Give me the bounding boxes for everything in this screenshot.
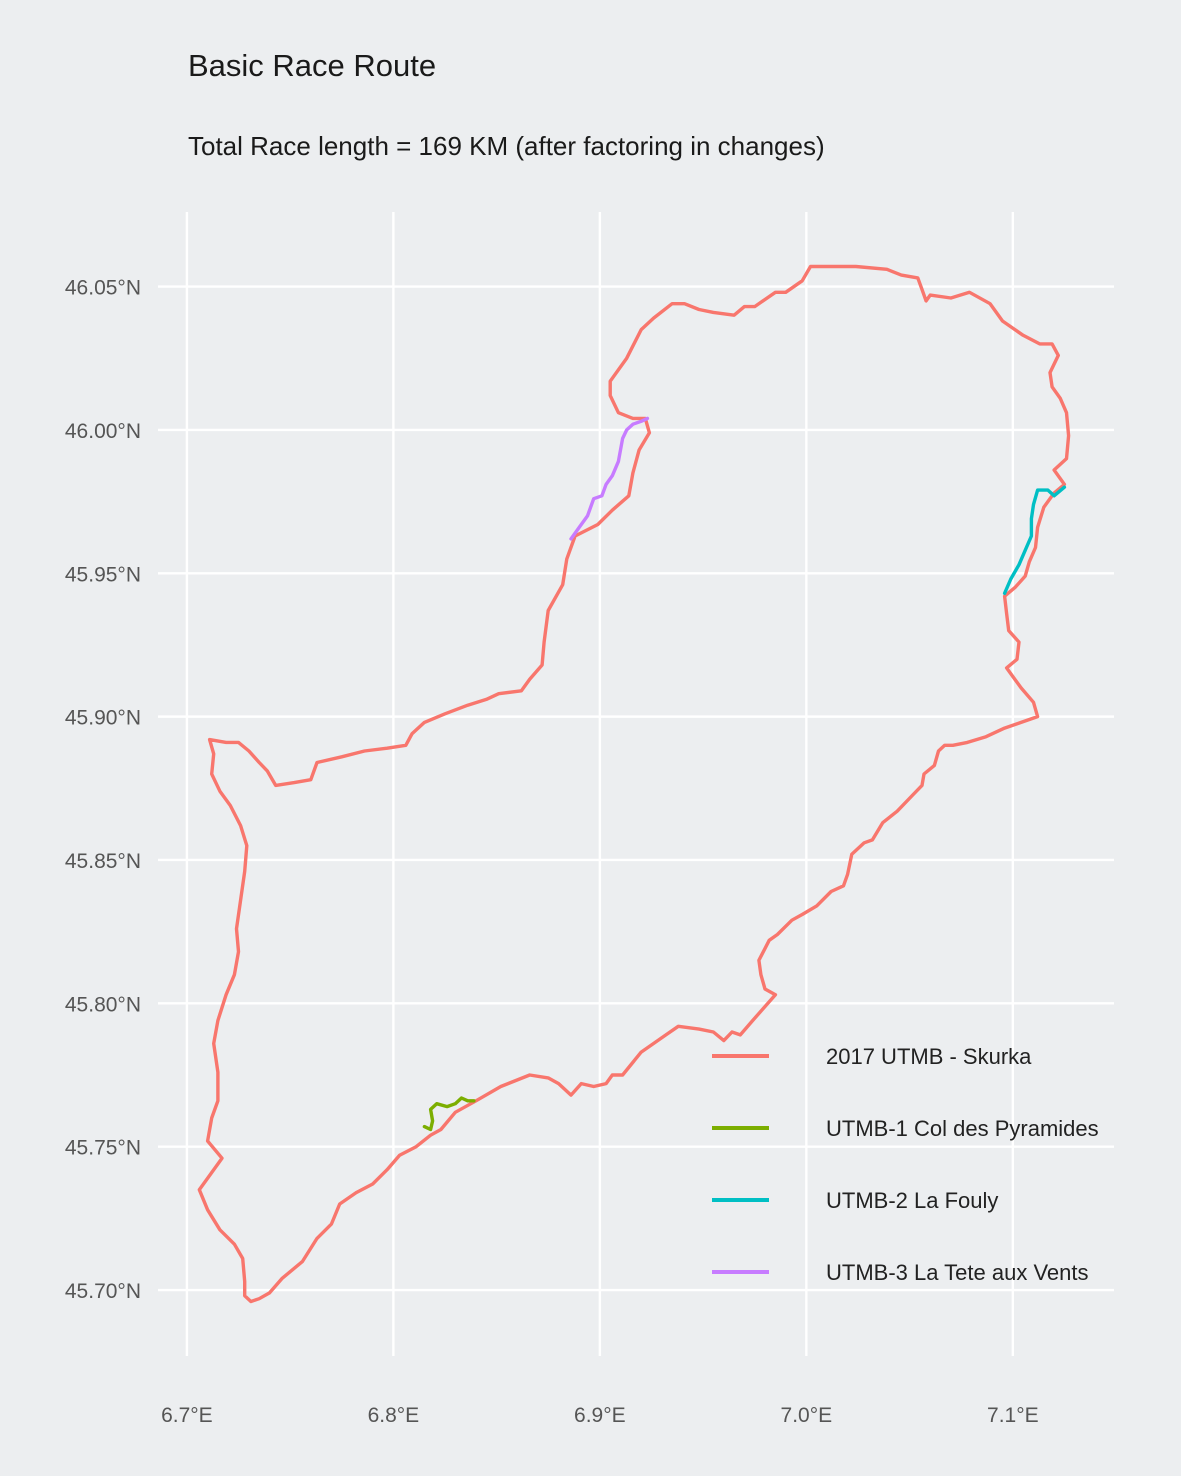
- route-series-3: [569, 416, 650, 541]
- axis-ticks: 6.7°E 6.8°E 6.9°E 7.0°E 7.1°E 45.70°N 45.75°N 4…: [65, 277, 1039, 1427]
- legend: 2017 UTMB - Skurka UTMB-1 Col des Pyramid…: [712, 1044, 1099, 1285]
- gridlines: [158, 212, 1114, 1356]
- x-tick-label: 6.7°E: [161, 1404, 213, 1427]
- route-series-0: [197, 264, 1071, 1304]
- route-series-2: [1002, 485, 1067, 595]
- y-tick-label: 45.95°N: [65, 563, 141, 586]
- routes: [197, 264, 1071, 1304]
- chart-title: Basic Race Route: [188, 48, 436, 83]
- y-tick-label: 45.80°N: [65, 993, 141, 1016]
- y-tick-label: 45.70°N: [65, 1280, 141, 1303]
- legend-label-2: UTMB-2 La Fouly: [826, 1188, 998, 1213]
- legend-label-3: UTMB-3 La Tete aux Vents: [826, 1260, 1089, 1285]
- y-tick-label: 46.00°N: [65, 420, 141, 443]
- chart-subtitle: Total Race length = 169 KM (after factor…: [188, 131, 825, 161]
- x-tick-label: 6.8°E: [368, 1404, 420, 1427]
- y-tick-label: 45.90°N: [65, 707, 141, 730]
- legend-label-0: 2017 UTMB - Skurka: [826, 1044, 1032, 1069]
- legend-label-1: UTMB-1 Col des Pyramides: [826, 1116, 1099, 1141]
- x-tick-label: 6.9°E: [574, 1404, 626, 1427]
- x-tick-label: 7.0°E: [781, 1404, 833, 1427]
- route-series-1: [422, 1096, 476, 1132]
- x-tick-label: 7.1°E: [987, 1404, 1039, 1427]
- y-tick-label: 46.05°N: [65, 277, 141, 300]
- y-tick-label: 45.85°N: [65, 850, 141, 873]
- y-tick-label: 45.75°N: [65, 1137, 141, 1160]
